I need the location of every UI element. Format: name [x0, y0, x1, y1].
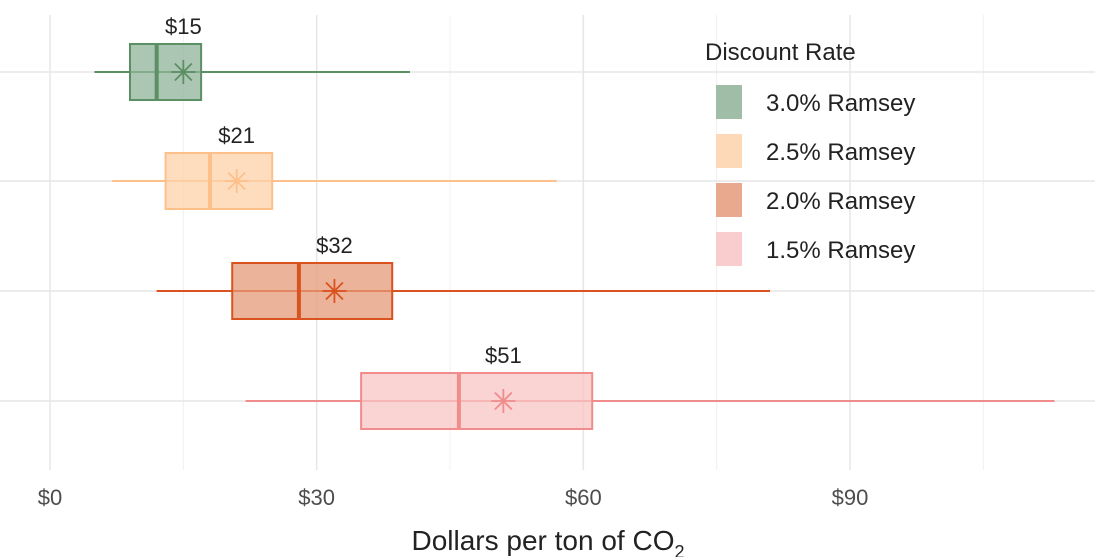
x-tick-label: $30 — [298, 485, 335, 510]
mean-marker-stroke — [174, 62, 193, 82]
box-series: $32 — [156, 233, 770, 320]
legend-title: Discount Rate — [705, 39, 856, 66]
legend: Discount Rate 3.0% Ramsey 2.5% Ramsey 2.0% … — [705, 39, 915, 266]
box-series: $51 — [245, 343, 1055, 430]
mean-marker-stroke — [494, 391, 513, 411]
legend-swatch — [716, 232, 742, 266]
mean-marker — [322, 279, 347, 303]
mean-marker — [491, 389, 516, 413]
iqr-box — [360, 372, 594, 430]
legend-swatch — [716, 85, 742, 119]
legend-label: 2.5% Ramsey — [766, 139, 915, 166]
x-axis: $0 $30 $60 $90 — [38, 485, 869, 510]
legend-label: 1.5% Ramsey — [766, 237, 915, 264]
mean-label: $32 — [316, 233, 353, 258]
mean-marker-stroke — [325, 281, 344, 301]
box-series: $15 — [94, 14, 410, 101]
x-tick-label: $60 — [565, 485, 602, 510]
boxes: $15 $21 $32 $51 — [94, 14, 1055, 430]
mean-marker — [171, 60, 196, 84]
legend-label: 2.0% Ramsey — [766, 188, 915, 215]
x-tick-label: $0 — [38, 485, 62, 510]
mean-marker — [224, 169, 249, 193]
legend-swatch — [716, 134, 742, 168]
iqr-box — [164, 152, 274, 210]
legend-swatch — [716, 183, 742, 217]
x-tick-label: $90 — [832, 485, 869, 510]
mean-label: $15 — [165, 14, 202, 39]
mean-label: $51 — [485, 343, 522, 368]
x-axis-title: Dollars per ton of CO2 — [411, 525, 684, 557]
x-axis-title-subscript: 2 — [674, 542, 684, 557]
mean-marker-stroke — [227, 171, 246, 191]
mean-label: $21 — [218, 123, 255, 148]
iqr-box — [231, 262, 394, 320]
box-series: $21 — [112, 123, 557, 210]
legend-label: 3.0% Ramsey — [766, 90, 915, 117]
x-axis-title-main: Dollars per ton of CO — [411, 525, 674, 556]
